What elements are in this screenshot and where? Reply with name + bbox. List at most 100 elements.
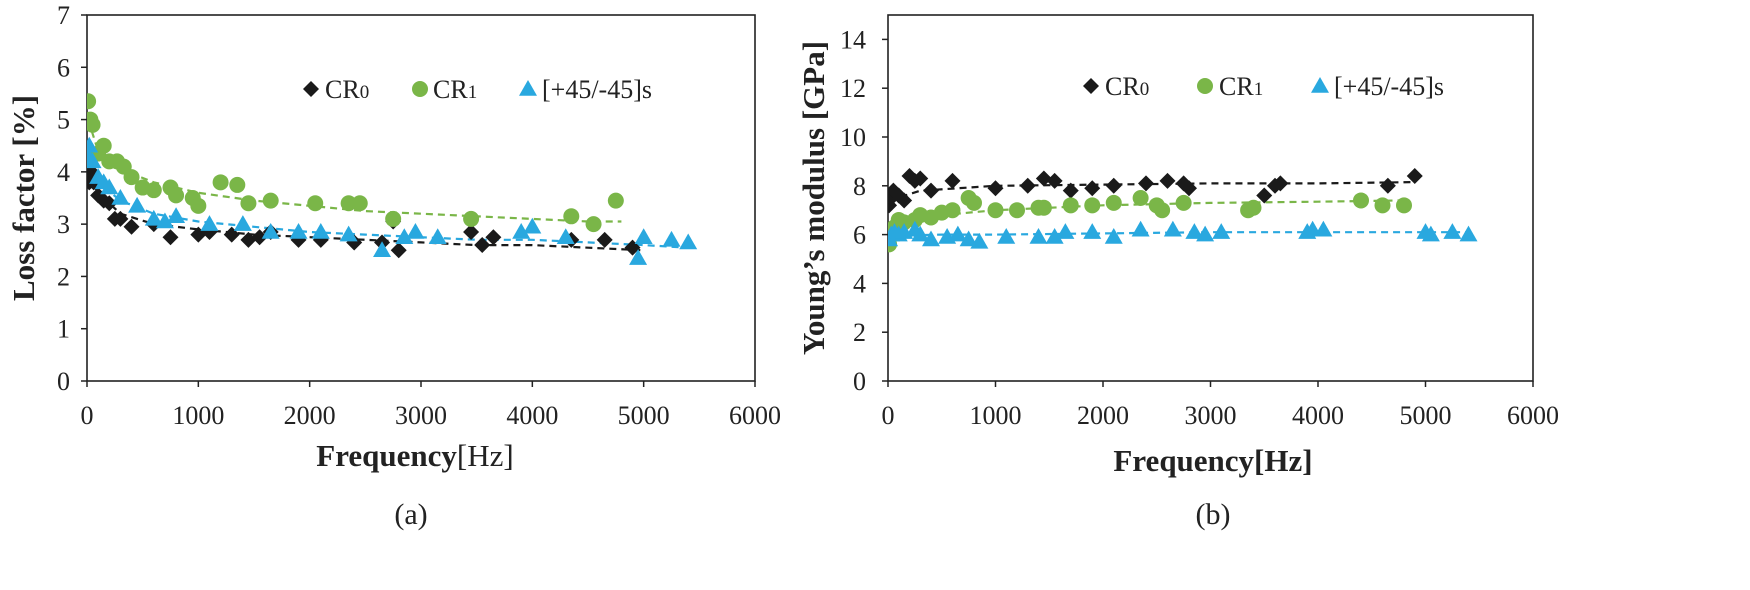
x-tick-label: 6000 — [1507, 401, 1559, 430]
chart-panel-a: 0 1 2 3 4 5 6 7 0 1000 2000 3000 4000 5000 6000 Loss fa… — [6, 1, 781, 531]
data-point-cr0 — [463, 223, 480, 240]
data-point-cr0 — [1272, 175, 1289, 192]
data-point-pm45 — [629, 249, 648, 265]
y-tick-label: 0 — [57, 367, 70, 396]
data-point-cr0 — [485, 229, 502, 246]
data-point-cr1 — [385, 210, 402, 227]
data-point-pm45 — [311, 222, 330, 239]
y-tick-label: 0 — [853, 367, 866, 396]
data-point-cr0 — [596, 231, 613, 248]
panel-caption: (b) — [1196, 498, 1231, 531]
data-point-cr0 — [162, 229, 179, 246]
x-tick-label: 1000 — [970, 401, 1022, 430]
x-tick-label: 4000 — [1292, 401, 1344, 430]
data-point-pm45 — [634, 228, 653, 244]
data-point-pm45 — [406, 222, 425, 239]
x-axis-title-unit: [Hz] — [457, 438, 514, 473]
y-tick-label: 5 — [57, 106, 70, 135]
data-point-pm45 — [523, 217, 542, 234]
data-point-pm45 — [1029, 228, 1048, 244]
x-tick-label: 1000 — [172, 401, 224, 430]
data-point-pm45 — [395, 228, 414, 244]
data-point-cr1 — [168, 187, 185, 204]
y-tick-label: 2 — [853, 318, 866, 347]
data-point-pm45 — [512, 222, 531, 239]
data-point-cr0 — [944, 172, 961, 189]
data-point-pm45 — [233, 215, 252, 231]
data-point-cr1 — [1374, 197, 1391, 214]
legend-label-base: CR — [325, 75, 360, 104]
data-point-cr1 — [1035, 199, 1052, 216]
data-point-cr0 — [987, 180, 1004, 197]
data-point-cr1 — [1105, 194, 1122, 211]
data-point-cr1 — [1132, 190, 1149, 206]
data-point-cr0 — [1406, 168, 1423, 185]
legend-label-base: CR — [433, 75, 468, 104]
y-tick-label: 3 — [57, 210, 70, 239]
y-tick-label: 7 — [57, 1, 70, 30]
y-tick-label: 2 — [57, 262, 70, 291]
data-point-pm45 — [261, 222, 280, 239]
x-tick-label: 3000 — [395, 401, 447, 430]
data-point-cr1 — [1062, 197, 1079, 214]
data-point-pm45 — [100, 178, 119, 195]
legend-label-cr0: CR0 — [1105, 72, 1149, 101]
data-point-cr0 — [1035, 170, 1052, 187]
legend-label-pm45: [+45/-45]s — [542, 75, 652, 104]
data-point-pm45 — [339, 225, 358, 242]
x-axis-title-bold: Frequency[Hz] — [1113, 443, 1312, 478]
data-point-cr0 — [1084, 180, 1101, 197]
legend-label-subscript: 0 — [1140, 79, 1150, 100]
data-point-cr0 — [251, 229, 268, 246]
data-point-pm45 — [556, 228, 575, 244]
data-point-pm45 — [959, 230, 978, 247]
data-point-pm45 — [200, 215, 219, 231]
y-tick-label: 8 — [853, 172, 866, 201]
data-point-cr0 — [888, 182, 902, 199]
y-tick-label: 14 — [840, 25, 866, 54]
legend-marker-cr0 — [1083, 78, 1099, 94]
legend-label-base: CR — [1105, 72, 1140, 101]
data-point-pm45 — [1421, 225, 1440, 242]
y-tick-label: 4 — [853, 269, 866, 298]
data-point-pm45 — [373, 241, 392, 258]
legend-label-subscript: 1 — [468, 82, 478, 103]
legend-marker-pm45 — [519, 80, 537, 96]
data-point-cr1 — [1084, 197, 1101, 214]
legend-label-pm45: [+45/-45]s — [1334, 72, 1444, 101]
data-point-pm45 — [1163, 220, 1182, 237]
x-axis-title: Frequency[Hz] — [1113, 443, 1312, 478]
data-point-cr1 — [585, 216, 602, 233]
data-point-pm45 — [1314, 220, 1333, 237]
legend-marker-cr0 — [303, 81, 319, 97]
data-point-pm45 — [1131, 220, 1150, 237]
series-layer — [888, 168, 1478, 253]
data-point-cr1 — [1154, 202, 1171, 219]
data-point-pm45 — [997, 228, 1016, 244]
data-point-cr1 — [1396, 197, 1412, 214]
data-point-cr1 — [1245, 199, 1262, 216]
data-point-cr1 — [351, 195, 368, 212]
y-tick-label: 12 — [840, 74, 866, 103]
legend-marker-cr1 — [412, 81, 428, 97]
legend-label-cr1: CR1 — [433, 75, 477, 104]
x-tick-label: 0 — [81, 401, 94, 430]
data-point-pm45 — [428, 228, 447, 244]
data-point-cr0 — [1159, 172, 1176, 189]
data-point-pm45 — [111, 189, 130, 205]
plot-frame — [887, 14, 1534, 382]
data-point-cr1 — [944, 202, 961, 219]
data-point-cr1 — [87, 116, 101, 133]
data-point-pm45 — [289, 222, 308, 239]
data-point-pm45 — [1083, 223, 1102, 239]
data-point-pm45 — [1056, 223, 1075, 239]
data-point-cr1 — [607, 192, 624, 209]
data-point-pm45 — [1045, 228, 1064, 244]
data-point-cr0 — [1105, 177, 1122, 194]
x-tick-label: 2000 — [284, 401, 336, 430]
data-point-cr1 — [1009, 202, 1025, 219]
x-tick-label: 5000 — [618, 401, 670, 430]
data-point-cr1 — [145, 182, 162, 199]
data-point-pm45 — [1459, 225, 1478, 242]
legend-label-subscript: 0 — [360, 82, 370, 103]
